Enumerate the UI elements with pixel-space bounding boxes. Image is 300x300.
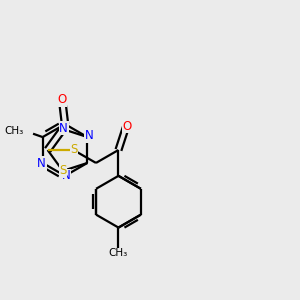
Text: S: S xyxy=(59,164,67,177)
Text: N: N xyxy=(85,129,93,142)
Text: CH₃: CH₃ xyxy=(5,126,24,136)
Text: O: O xyxy=(57,93,67,106)
Text: N: N xyxy=(61,169,70,182)
Text: N: N xyxy=(38,157,46,170)
Text: S: S xyxy=(70,142,78,156)
Text: N: N xyxy=(59,122,68,135)
Text: O: O xyxy=(123,120,132,133)
Text: CH₃: CH₃ xyxy=(109,248,128,258)
